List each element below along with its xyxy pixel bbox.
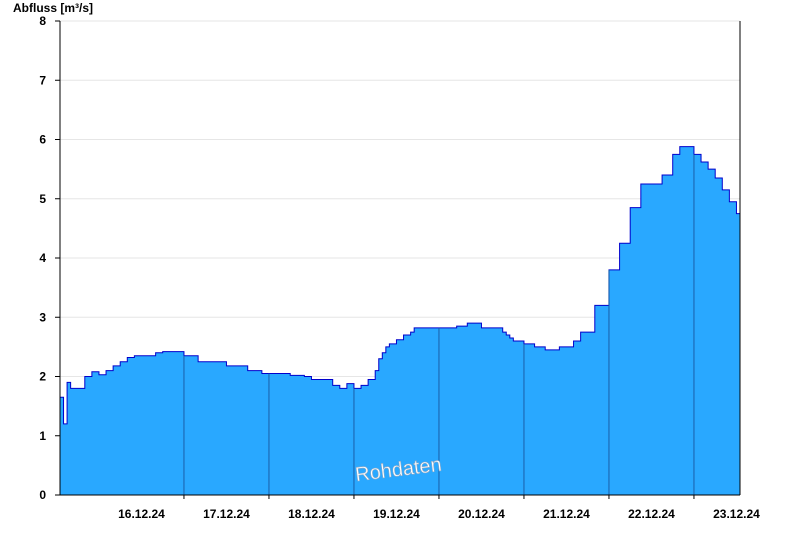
y-tick-label: 1 <box>39 429 46 443</box>
y-tick-label: 6 <box>39 133 46 147</box>
x-tick-label: 19.12.24 <box>373 507 420 521</box>
x-tick-label: 17.12.24 <box>203 507 250 521</box>
y-tick-labels: 0 1 2 3 4 5 6 7 8 <box>39 14 46 502</box>
x-tick-label: 18.12.24 <box>288 507 335 521</box>
y-tick-label: 3 <box>39 310 46 324</box>
x-tick-label: 20.12.24 <box>458 507 505 521</box>
y-tick-label: 7 <box>39 73 46 87</box>
day-divider-lines <box>183 154 695 495</box>
discharge-line <box>60 146 741 425</box>
x-tick-label: 23.12.24 <box>713 507 760 521</box>
x-tick-label: 16.12.24 <box>118 507 165 521</box>
discharge-area <box>60 146 740 496</box>
y-tick-label: 2 <box>39 370 46 384</box>
x-tick-label: 22.12.24 <box>628 507 675 521</box>
axes <box>55 20 741 499</box>
x-tick-labels: 16.12.24 17.12.24 18.12.24 19.12.24 20.12.24… <box>118 507 760 521</box>
y-tick-label: 8 <box>39 14 46 28</box>
y-tick-label: 0 <box>39 488 46 502</box>
y-tick-label: 5 <box>39 192 46 206</box>
y-axis-title: Abfluss [m³/s] <box>13 1 94 15</box>
x-tick-label: 21.12.24 <box>543 507 590 521</box>
y-tick-label: 4 <box>39 251 46 265</box>
